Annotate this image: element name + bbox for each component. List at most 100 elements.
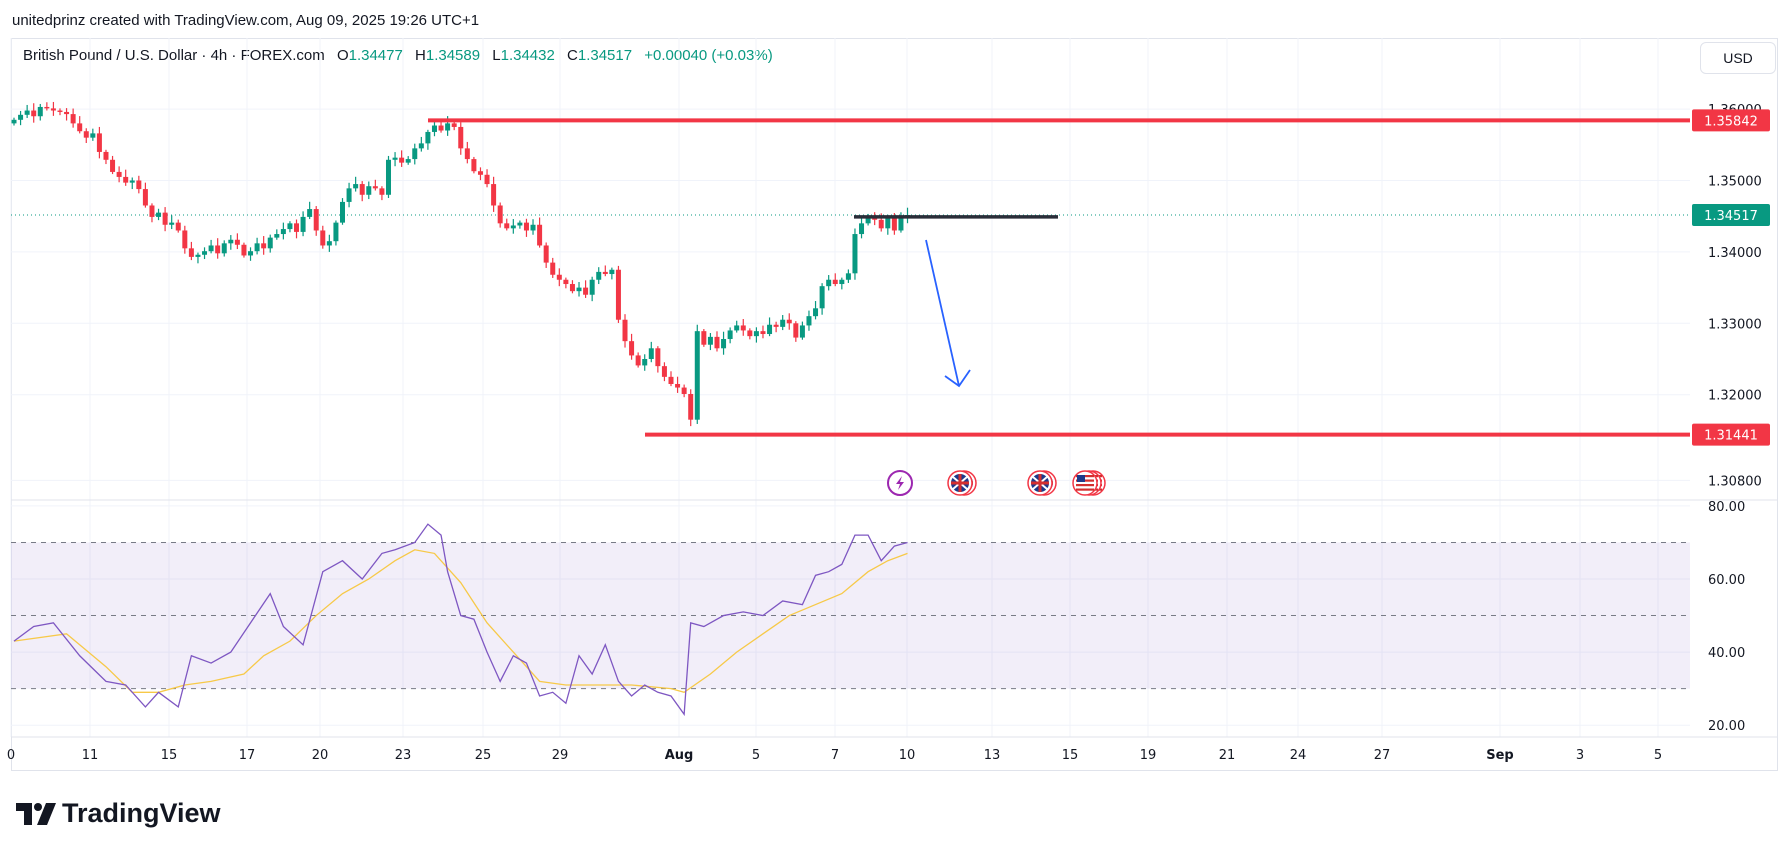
us-flag-icon[interactable] — [1072, 470, 1106, 496]
candle — [123, 169, 129, 186]
candle-body — [517, 222, 523, 226]
candle-body — [878, 219, 884, 229]
symbol-legend: British Pound / U.S. Dollar · 4h · FOREX… — [23, 47, 773, 64]
symbol-title[interactable]: British Pound / U.S. Dollar · 4h · FOREX… — [23, 47, 325, 64]
candle-body — [629, 341, 635, 356]
candle — [412, 143, 418, 165]
candle — [596, 267, 602, 285]
candle — [31, 103, 37, 123]
candle — [648, 341, 654, 363]
candle — [241, 242, 247, 258]
price-axis-label: 1.32000 — [1708, 389, 1762, 404]
time-axis-label: Sep — [1486, 748, 1514, 763]
candle-body — [412, 148, 418, 160]
candle-body — [241, 244, 247, 256]
candle — [300, 211, 306, 237]
candle-body — [280, 229, 286, 235]
candle-body — [635, 355, 641, 366]
candle-body — [576, 287, 582, 292]
candle-body — [57, 110, 63, 112]
candle — [333, 220, 339, 246]
candle-body — [898, 217, 904, 231]
candle — [44, 102, 50, 111]
rsi-axis-label: 80.00 — [1708, 500, 1745, 515]
lightning-icon[interactable] — [887, 470, 913, 496]
candle-body — [313, 209, 319, 231]
candle — [655, 346, 661, 373]
candle — [661, 362, 667, 382]
time-axis-label: 17 — [239, 748, 256, 763]
candle — [287, 221, 293, 233]
candle — [11, 117, 17, 126]
candle — [142, 182, 148, 208]
candle-body — [274, 234, 280, 238]
candle-body — [248, 251, 254, 256]
close-value: 1.34517 — [577, 47, 633, 64]
uk-flag-icon[interactable] — [1027, 470, 1057, 496]
candle-body — [543, 245, 549, 263]
candle-body — [799, 325, 805, 338]
time-axis-label: 24 — [1290, 748, 1307, 763]
candle-body — [727, 330, 733, 340]
uk-flag-icon[interactable] — [947, 470, 977, 496]
candle-body — [208, 245, 214, 252]
candle — [714, 331, 720, 352]
candle-body — [793, 323, 799, 338]
time-axis-label: Aug — [665, 748, 694, 763]
candle-body — [484, 174, 490, 185]
candle — [767, 317, 773, 337]
candle-body — [366, 186, 372, 195]
candle — [182, 225, 188, 254]
currency-button[interactable]: USD — [1700, 42, 1776, 74]
candle-body — [563, 279, 569, 285]
candle — [267, 234, 273, 253]
candle-body — [353, 184, 359, 189]
candle — [615, 265, 621, 323]
candle-body — [254, 243, 260, 252]
time-axis-label: 29 — [552, 748, 569, 763]
flag-stripe — [1076, 488, 1094, 491]
candle — [583, 280, 589, 298]
candle — [576, 282, 582, 297]
candle-body — [753, 331, 759, 337]
time-axis-label: 5 — [1654, 748, 1662, 763]
candle-body — [425, 131, 431, 144]
rsi-band-fill — [11, 542, 1690, 689]
chart-credit: unitedprinz created with TradingView.com… — [12, 12, 480, 29]
time-axis-label: 11 — [82, 748, 99, 763]
candle-body — [747, 330, 753, 337]
candle-body — [721, 339, 727, 349]
candle — [471, 156, 477, 174]
candle — [379, 186, 385, 201]
candle-body — [149, 205, 155, 217]
candle-body — [865, 216, 871, 224]
candle — [294, 219, 300, 239]
candle-body — [859, 223, 865, 235]
time-axis-label: 0 — [7, 748, 15, 763]
candle-body — [464, 148, 470, 160]
candle-body — [786, 319, 792, 324]
candle-body — [287, 223, 293, 230]
candle — [806, 310, 812, 331]
candle-body — [550, 262, 556, 275]
candle — [399, 150, 405, 167]
candle-body — [569, 284, 575, 292]
candle-body — [556, 274, 562, 280]
candle — [221, 240, 227, 257]
candle — [550, 257, 556, 278]
candle — [274, 229, 280, 240]
open-label: O — [336, 47, 349, 64]
candle-body — [405, 159, 411, 163]
candle-body — [852, 234, 858, 274]
low-label: L — [492, 47, 501, 64]
tradingview-logo[interactable]: TradingView — [16, 798, 221, 829]
candle-body — [188, 248, 194, 257]
candle-body — [615, 269, 621, 320]
candle-body — [116, 171, 122, 177]
change-value: +0.00040 (+0.03%) — [644, 47, 773, 64]
candle-body — [359, 184, 365, 195]
candle — [504, 218, 510, 231]
candle-body — [819, 286, 825, 309]
candle — [248, 247, 254, 261]
